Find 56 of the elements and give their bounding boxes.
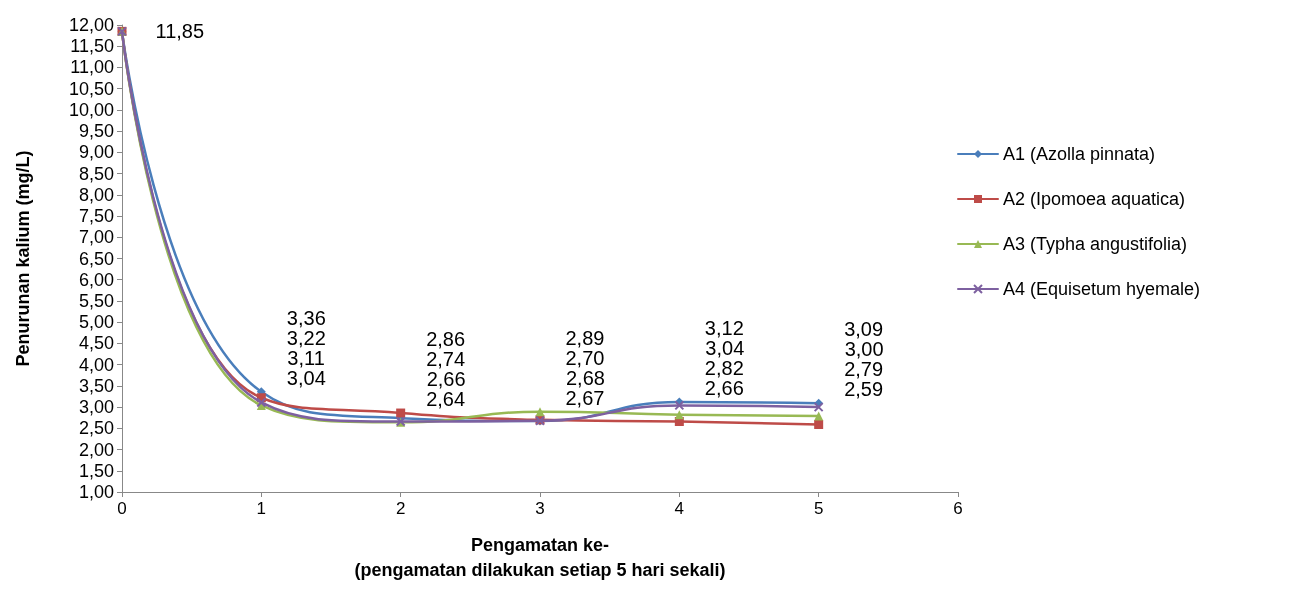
y-tick-label: 7,00 [78, 227, 114, 248]
y-tick-label: 1,00 [78, 482, 114, 502]
data-label: 2,89 [565, 326, 605, 349]
y-tick-label: 7,50 [78, 206, 114, 227]
point [814, 411, 824, 421]
data-label: 2,66 [426, 368, 466, 391]
y-tick-label: 4,50 [78, 333, 114, 354]
legend-label: A2 (Ipomoea aquatica) [1003, 189, 1186, 209]
y-tick-label: 1,50 [78, 460, 114, 481]
data-label: 2,66 [704, 377, 744, 399]
data-label: 2,64 [426, 388, 466, 411]
x-axis-title: Pengamatan ke- (pengamatan dilakukan setiap 5 hari sekali) [354, 534, 726, 580]
x-tick-label: 4 [674, 499, 685, 518]
y-tick-label: 10,00 [68, 99, 114, 120]
y-tick-label: 3,00 [78, 397, 114, 418]
y-tick-label: 9,50 [78, 121, 114, 142]
data-label: 2,79 [844, 358, 884, 381]
legend-label: A1 (Azolla pinnata) [1003, 144, 1156, 164]
y-tick-label: 10,50 [68, 78, 114, 99]
point [813, 402, 824, 413]
point [396, 408, 406, 418]
y-tick-label: 9,00 [78, 142, 114, 163]
y-tick-label: 8,00 [78, 184, 114, 205]
x-tick-label: 3 [535, 499, 545, 518]
data-label: 2,86 [426, 328, 466, 351]
y-tick-label: 11,00 [70, 57, 114, 78]
y-tick-label: 6,50 [78, 248, 114, 269]
x-tick-label: 1 [256, 499, 267, 518]
point [535, 407, 545, 417]
data-label: 2,59 [844, 378, 884, 401]
x-tick-label: 5 [813, 499, 824, 518]
y-tick-label: 12,00 [68, 15, 114, 35]
y-tick-label: 3,50 [78, 375, 114, 396]
y-tick-label: 5,00 [78, 312, 114, 333]
y-tick-label: 6,00 [78, 269, 114, 290]
y-tick-label: 4,00 [78, 354, 114, 375]
y-tick-label: 11,50 [70, 36, 114, 57]
x-tick-label: 6 [953, 499, 963, 518]
data-label: 3,36 [286, 306, 326, 329]
legend-label: A3 (Typha angustifolia) [1003, 234, 1188, 254]
data-label: 2,74 [426, 348, 466, 371]
data-label: 3,04 [705, 337, 745, 359]
data-label: 2,82 [704, 357, 744, 379]
data-label: 3,09 [844, 318, 884, 341]
y-tick-label: 2,50 [78, 418, 114, 439]
legend-label: A4 (Equisetum hyemale) [1003, 279, 1201, 299]
point [674, 400, 685, 411]
x-tick-label: 0 [117, 499, 127, 518]
y-tick-label: 2,00 [78, 439, 114, 460]
data-label: 3,12 [704, 317, 744, 339]
y-tick-label: 5,50 [78, 290, 114, 311]
y-tick-label: 8,50 [78, 163, 114, 184]
data-label: 3,00 [844, 338, 884, 361]
x-tick-label: 2 [395, 499, 406, 518]
y-axis-title: Penurunan kalium (mg/L) [13, 150, 33, 367]
data-label: 11,85 [155, 20, 205, 43]
